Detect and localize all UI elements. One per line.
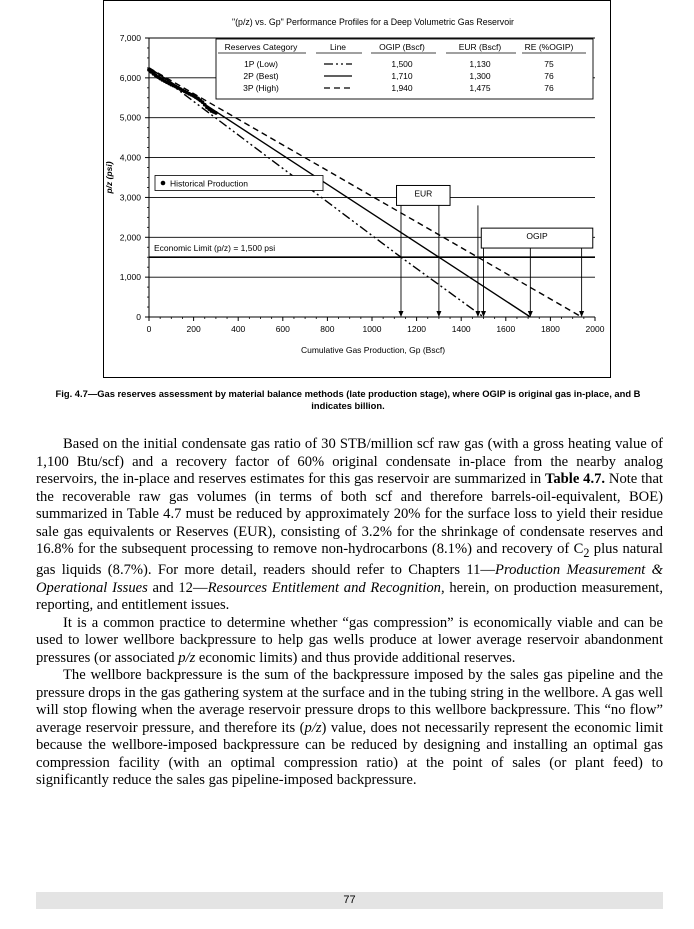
x-tick-label: 1000 [363, 324, 382, 334]
ogip-label: OGIP [526, 231, 548, 241]
chart-title: "(p/z) vs. Gp" Performance Profiles for … [232, 17, 514, 27]
table-header: Reserves Category [225, 42, 299, 52]
y-tick-label: 3,000 [120, 192, 142, 202]
y-tick-label: 6,000 [120, 73, 142, 83]
table-cell-eur: 1,475 [469, 83, 491, 93]
x-tick-label: 2000 [586, 324, 605, 334]
economic-limit-label: Economic Limit (p/z) = 1,500 psi [154, 243, 275, 253]
body-text: Based on the initial condensate gas rati… [36, 436, 663, 790]
x-tick-label: 1400 [452, 324, 471, 334]
table-header: Line [330, 42, 346, 52]
y-axis-label: p/z (psi) [104, 161, 114, 194]
x-tick-label: 1600 [496, 324, 515, 334]
y-tick-label: 4,000 [120, 153, 142, 163]
x-tick-label: 1200 [407, 324, 426, 334]
figure: 0 200 400 600 800 1000 1200 1400 1600 1800 2000 0 1,… [103, 0, 611, 378]
y-tick-label: 2,000 [120, 232, 142, 242]
table-cell-re: 76 [544, 83, 554, 93]
table-cell-ogip: 1,940 [391, 83, 413, 93]
table-cell-category: 1P (Low) [244, 59, 278, 69]
historical-point [200, 100, 205, 105]
x-tick-label: 400 [231, 324, 245, 334]
eur-arrow-head [398, 311, 404, 317]
paragraph-2: It is a common practice to determine whe… [36, 614, 663, 666]
reserves-table-box [215, 38, 594, 100]
x-tick-label: 200 [187, 324, 201, 334]
ogip-arrow-head [481, 311, 486, 317]
x-tick-label: 1800 [541, 324, 560, 334]
table-header: RE (%OGIP) [525, 42, 574, 52]
eur-arrow-head [436, 311, 442, 317]
historical-legend-box [154, 175, 324, 191]
x-tick-label: 0 [147, 324, 152, 334]
historical-legend-marker [160, 180, 166, 186]
table-cell-re: 75 [544, 59, 554, 69]
historical-point [214, 111, 218, 115]
ogip-arrow-head [527, 311, 533, 317]
y-tick-label: 7,000 [120, 33, 142, 43]
ogip-arrow-head [579, 311, 585, 317]
x-tick-label: 800 [320, 324, 334, 334]
x-axis-label: Cumulative Gas Production, Gp (Bscf) [301, 345, 445, 355]
chapter-12-title: Resources Entitlement and Recognition [207, 579, 441, 596]
paragraph-3: The wellbore backpressure is the sum of … [36, 667, 663, 789]
eur-arrow-head [475, 311, 481, 317]
table-header: EUR (Bscf) [459, 42, 502, 52]
historical-point [202, 102, 207, 107]
paragraph-1: Based on the initial condensate gas rati… [36, 436, 664, 614]
table-cell-category: 3P (High) [243, 83, 279, 93]
chapter-11-title: Production Measurement & Operational Iss… [36, 562, 663, 596]
table-cell-eur: 1,300 [469, 71, 491, 81]
ogip-box [480, 227, 594, 249]
table-header: OGIP (Bscf) [379, 42, 425, 52]
page-footer: 77 [36, 892, 663, 909]
historical-legend-label: Historical Production [170, 179, 248, 189]
y-tick-label: 0 [136, 312, 141, 322]
eur-box [396, 184, 451, 206]
table-cell-category: 2P (Best) [243, 71, 278, 81]
y-tick-label: 5,000 [120, 113, 142, 123]
table-cell-eur: 1,130 [469, 59, 491, 69]
page-number: 77 [343, 894, 356, 906]
figure-caption: Fig. 4.7—Gas reserves assessment by mate… [55, 388, 641, 411]
table-cell-ogip: 1,710 [391, 71, 413, 81]
eur-label: EUR [414, 188, 432, 198]
y-tick-label: 1,000 [120, 272, 142, 282]
chart: 0 200 400 600 800 1000 1200 1400 1600 1800 2000 0 1,… [103, 0, 611, 378]
table-cell-re: 76 [544, 71, 554, 81]
table-reference: Table 4.7. [544, 471, 606, 487]
table-cell-ogip: 1,500 [391, 59, 413, 69]
x-tick-label: 600 [276, 324, 290, 334]
